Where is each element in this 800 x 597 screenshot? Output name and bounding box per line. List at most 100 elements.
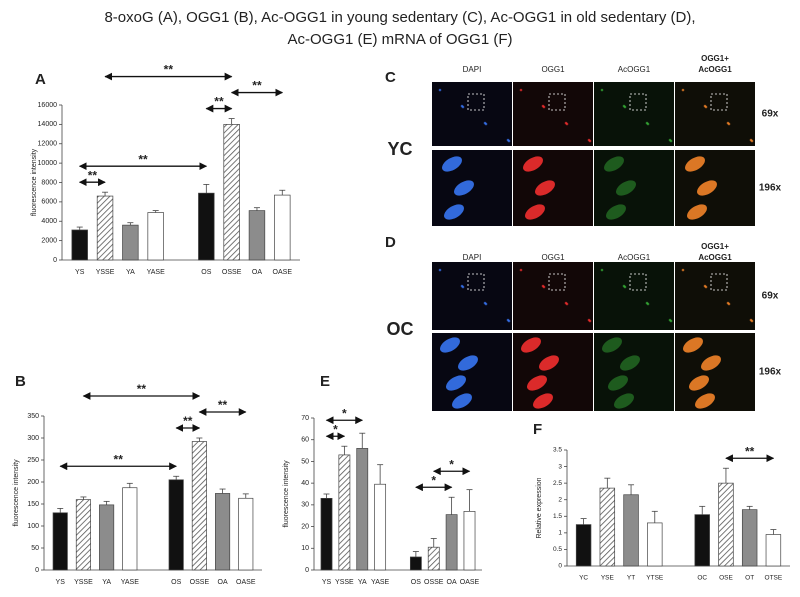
y-tick-label: 4000 [41,218,57,225]
bar [122,224,139,261]
bar [741,509,758,567]
magnification: 196x [759,367,782,378]
x-tick-label: YT [627,575,635,582]
error-bar [219,488,226,494]
y-tick-label: 150 [27,501,39,508]
significance-label: ** [252,79,262,93]
bar [409,556,422,571]
nucleus [645,121,649,125]
panel-label: E [320,373,330,390]
x-tick-label: YC [579,575,588,582]
error-bar [359,432,366,449]
y-axis-label: Relative expression [536,477,543,538]
nucleus [645,301,649,305]
error-bar [103,500,110,505]
error-bar [604,477,611,489]
error-bar [651,510,658,523]
nucleus [452,393,472,409]
x-tick-label: OSE [719,575,733,582]
x-tick-label: YASE [121,579,139,586]
micrograph [432,82,512,146]
nucleus [681,268,685,272]
nucleus [668,318,672,322]
y-tick-label: 1.5 [553,513,562,520]
title-line: 8-oxoG (A), OGG1 (B), Ac-OGG1 in young s… [104,9,695,26]
zoom-box [467,93,485,111]
y-tick-label: 60 [301,437,309,444]
x-tick-label: YASE [147,269,165,276]
x-tick-label: YS [56,579,66,586]
significance-label: ** [183,414,193,428]
nucleus [701,355,721,371]
panel-label: D [385,234,396,251]
nucleus [458,355,478,371]
column-header: AcOGG1 [618,65,651,74]
y-tick-label: 16000 [38,102,58,109]
nucleus [440,337,460,353]
title-line: Ac-OGG1 (E) mRNA of OGG1 (F) [287,31,512,48]
error-bar [228,118,235,125]
x-tick-label: OT [745,575,754,582]
y-tick-label: 6000 [41,199,57,206]
error-bar [242,493,249,499]
y-tick-label: 300 [27,435,39,442]
nucleus [541,104,545,108]
nucleus [444,204,464,220]
error-bar [126,482,133,488]
panel-label: B [15,373,26,390]
significance-label: ** [114,452,124,466]
y-tick-label: 10 [301,545,309,552]
y-tick-label: 14000 [38,121,58,128]
column-header: AcOGG1 [698,65,732,74]
nucleus [703,284,707,288]
x-tick-label: OSSE [222,269,242,276]
x-tick-label: OA [218,579,228,586]
significance-label: ** [214,95,224,109]
x-tick-label: YA [358,579,367,586]
column-header: OGG1 [541,253,565,262]
error-bar [76,226,83,230]
x-tick-label: OASE [236,579,256,586]
bar [238,497,254,571]
nucleus [454,180,474,196]
y-tick-label: 2000 [41,237,57,244]
bar [427,546,440,571]
nucleus [685,156,705,172]
bar [445,514,458,571]
x-tick-label: OASE [273,269,293,276]
error-bar [80,496,87,500]
bar [215,493,231,571]
y-tick-label: 0 [305,567,309,574]
error-bar [746,505,753,510]
y-tick-label: 0 [558,563,562,570]
bar [320,497,333,571]
y-tick-label: 2.5 [553,480,562,487]
x-tick-label: YA [102,579,111,586]
x-tick-label: OS [171,579,181,586]
micrograph [675,262,755,330]
column-header: OGG1+ [701,242,729,251]
significance-label: ** [138,152,148,166]
y-tick-label: 3.5 [553,447,562,454]
nucleus [438,268,442,272]
bar [623,494,639,567]
x-tick-label: YSE [601,575,615,582]
nucleus [726,121,730,125]
nucleus [749,318,753,322]
micrograph [594,262,674,330]
nucleus [506,318,510,322]
nucleus [525,204,545,220]
bar [356,448,369,571]
error-bar [628,484,635,495]
y-tick-label: 50 [301,458,309,465]
error-bar [323,493,330,499]
nucleus [483,121,487,125]
panel-label: F [533,421,542,438]
column-header: DAPI [463,253,482,262]
zoom-box [629,273,647,291]
x-tick-label: OS [411,579,421,586]
nucleus [460,284,464,288]
nucleus [564,301,568,305]
nucleus [438,88,442,92]
